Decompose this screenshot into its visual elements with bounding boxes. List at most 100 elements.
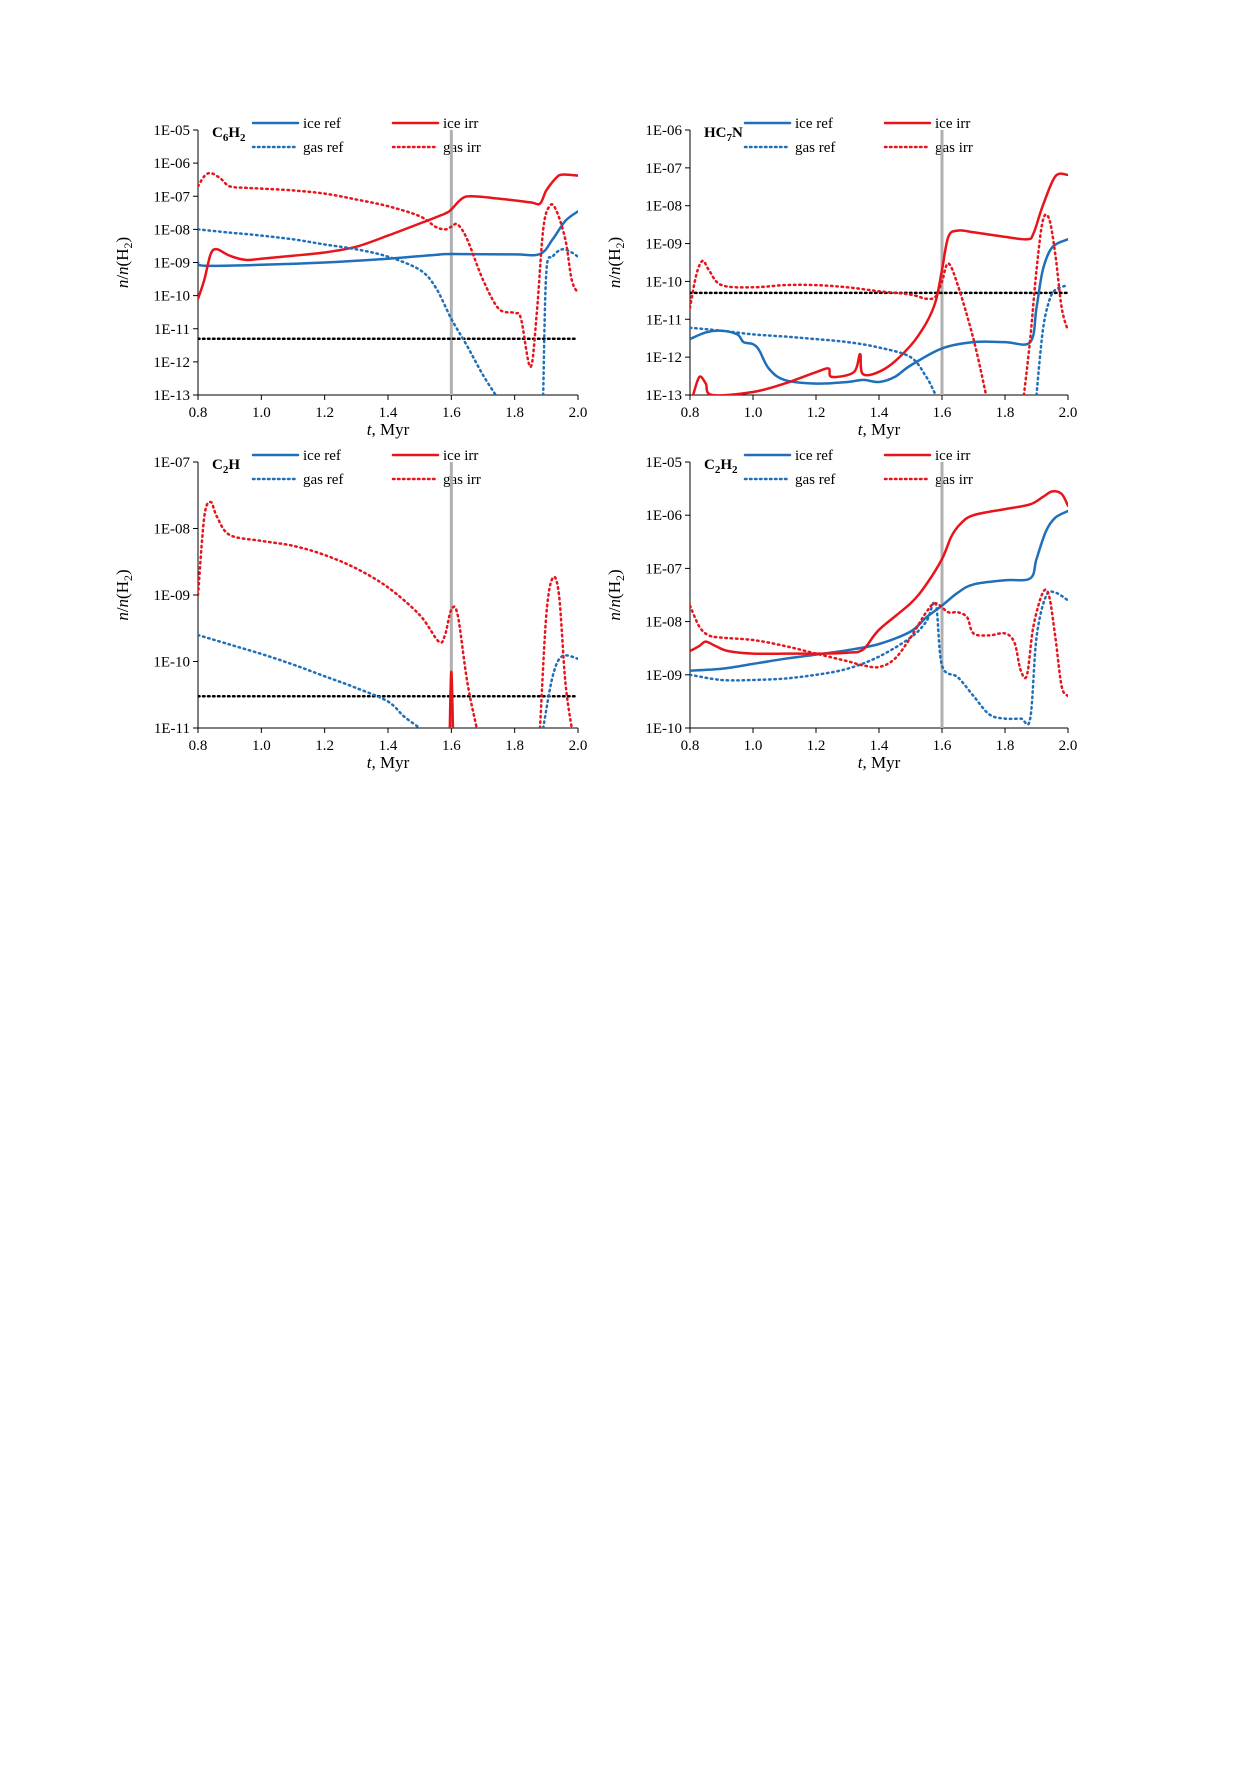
- legend-label: ice irr: [935, 116, 970, 132]
- legend-label: ice ref: [303, 448, 341, 464]
- x-tick-label: 1.8: [996, 405, 1015, 421]
- series-gas-ref: [541, 247, 578, 395]
- legend-label: gas irr: [935, 140, 973, 156]
- legend-label: gas irr: [443, 140, 481, 156]
- y-tick-label: 1E-10: [153, 289, 190, 305]
- chart-panel-hc7n: 1E-13 1E-12 1E-11 1E-10 1E-09 1E-08 1E-07 1E-06…: [605, 116, 1077, 439]
- y-tick-label: 1E-06: [153, 156, 190, 172]
- x-tick-label: 1.6: [933, 405, 952, 421]
- x-tick-label: 1.8: [505, 405, 524, 421]
- legend-label: gas ref: [795, 472, 835, 488]
- series-gas-irr: [198, 500, 478, 728]
- y-tick-label: 1E-11: [154, 721, 190, 737]
- x-tick-label: 0.8: [681, 405, 700, 421]
- legend-label: ice ref: [303, 116, 341, 132]
- x-tick-label: 1.8: [996, 738, 1015, 754]
- x-axis-label: t, Myr: [858, 753, 901, 772]
- x-tick-label: 2.0: [569, 738, 588, 754]
- y-tick-label: 1E-08: [153, 522, 190, 538]
- plot-area: [198, 130, 578, 395]
- y-tick-label: 1E-10: [153, 655, 190, 671]
- x-axis-label: t, Myr: [367, 753, 410, 772]
- legend-label: gas ref: [795, 140, 835, 156]
- series-ice-irr: [448, 670, 455, 728]
- series-ice-irr: [690, 490, 1068, 656]
- legend-label: gas irr: [935, 472, 973, 488]
- legend-label: gas irr: [443, 472, 481, 488]
- x-tick-label: 1.0: [744, 738, 763, 754]
- legend-label: ice irr: [935, 448, 970, 464]
- panel-title: C6H2: [212, 125, 246, 144]
- x-tick-label: 1.0: [252, 738, 271, 754]
- x-tick-label: 1.2: [315, 405, 334, 421]
- x-tick-label: 1.6: [442, 405, 461, 421]
- y-tick-label: 1E-11: [154, 322, 190, 338]
- series-ice-ref: [690, 509, 1068, 672]
- y-tick-label: 1E-08: [645, 199, 682, 215]
- series-gas-irr: [198, 171, 578, 369]
- y-tick-label: 1E-12: [645, 350, 682, 366]
- y-axis-label: n/n(H2): [113, 569, 135, 620]
- chart-panel-c2h2: 1E-10 1E-09 1E-08 1E-07 1E-06 1E-05 0.8 1.0 1.2 1…: [605, 448, 1077, 772]
- x-axis-label: t, Myr: [858, 420, 901, 439]
- y-tick-label: 1E-09: [645, 668, 682, 684]
- y-tick-label: 1E-08: [153, 222, 190, 238]
- series-gas-irr: [1022, 213, 1068, 395]
- chart-panel-c6h2: 1E-13 1E-12 1E-11 1E-10 1E-09 1E-08 1E-07 1E-06…: [113, 116, 587, 439]
- x-tick-label: 1.0: [744, 405, 763, 421]
- legend-label: gas ref: [303, 140, 343, 156]
- y-tick-label: 1E-10: [645, 274, 682, 290]
- series-ice-ref: [198, 210, 578, 268]
- y-tick-label: 1E-09: [153, 588, 190, 604]
- legend-label: ice irr: [443, 116, 478, 132]
- legend-label: ice ref: [795, 448, 833, 464]
- y-tick-label: 1E-07: [153, 455, 190, 471]
- y-axis-label: n/n(H2): [605, 569, 627, 620]
- series-gas-irr: [690, 259, 988, 395]
- x-tick-label: 0.8: [189, 405, 208, 421]
- x-tick-label: 1.2: [807, 405, 826, 421]
- series-gas-ref: [1035, 283, 1068, 395]
- series-gas-ref: [690, 590, 1068, 726]
- y-tick-label: 1E-07: [645, 561, 682, 577]
- series-gas-irr: [538, 575, 573, 728]
- y-tick-label: 1E-08: [645, 615, 682, 631]
- y-tick-label: 1E-06: [645, 123, 682, 139]
- series-gas-irr: [690, 588, 1068, 698]
- plot-area: [690, 130, 1068, 395]
- y-tick-label: 1E-09: [153, 256, 190, 272]
- legend-label: gas ref: [303, 472, 343, 488]
- y-tick-label: 1E-05: [645, 455, 682, 471]
- series-gas-ref: [690, 326, 937, 395]
- y-tick-label: 1E-06: [645, 508, 682, 524]
- legend-label: ice irr: [443, 448, 478, 464]
- x-tick-label: 0.8: [189, 738, 208, 754]
- x-tick-label: 2.0: [569, 405, 588, 421]
- series-ice-ref: [690, 238, 1068, 385]
- y-tick-label: 1E-11: [646, 312, 682, 328]
- y-tick-label: 1E-07: [645, 161, 682, 177]
- x-axis-label: t, Myr: [367, 420, 410, 439]
- y-axis-label: n/n(H2): [113, 237, 135, 288]
- x-tick-label: 1.4: [379, 738, 398, 754]
- y-tick-label: 1E-12: [153, 355, 190, 371]
- x-tick-label: 1.4: [870, 405, 889, 421]
- series-ice-irr: [691, 172, 1068, 395]
- series-gas-ref: [198, 228, 497, 395]
- y-tick-label: 1E-09: [645, 237, 682, 253]
- panel-title: HC7N: [704, 125, 743, 144]
- panel-title: C2H2: [704, 457, 738, 476]
- series-gas-ref: [198, 633, 421, 728]
- x-tick-label: 2.0: [1059, 405, 1078, 421]
- panel-title: C2H: [212, 457, 240, 476]
- x-tick-label: 1.2: [807, 738, 826, 754]
- x-tick-label: 1.4: [379, 405, 398, 421]
- x-tick-label: 1.0: [252, 405, 271, 421]
- y-tick-label: 1E-13: [153, 388, 190, 404]
- x-tick-label: 1.8: [505, 738, 524, 754]
- plot-area: [690, 462, 1068, 728]
- y-tick-label: 1E-05: [153, 123, 190, 139]
- y-tick-label: 1E-07: [153, 189, 190, 205]
- legend-label: ice ref: [795, 116, 833, 132]
